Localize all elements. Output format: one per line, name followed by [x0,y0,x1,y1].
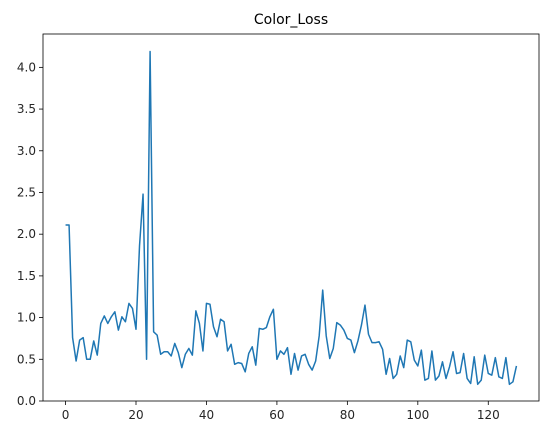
y-tick-label: 1.0 [17,311,36,325]
y-tick-label: 1.5 [17,269,36,283]
x-tick-label: 120 [477,408,500,422]
x-tick-label: 40 [199,408,214,422]
x-tick-label: 80 [340,408,355,422]
series-line [65,50,518,386]
y-tick-label: 2.0 [17,227,36,241]
ticks-group: 0 20 40 60 80 100 120 0.0 0.5 1.0 1.5 2.0 2.5 3.0 3.5 4… [17,60,500,422]
x-tick-label: 0 [62,408,70,422]
x-tick-label: 60 [269,408,284,422]
y-tick-label: 0.5 [17,352,36,366]
y-tick-label: 3.0 [17,144,36,158]
y-tick-label: 0.0 [17,394,36,408]
x-tick-label: 20 [128,408,143,422]
x-tick-label: 100 [406,408,429,422]
chart-title: Color_Loss [254,12,328,28]
axes-frame [42,33,540,402]
plot-area [65,50,518,386]
y-tick-label: 4.0 [17,60,36,74]
y-tick-label: 2.5 [17,185,36,199]
y-tick-label: 3.5 [17,102,36,116]
